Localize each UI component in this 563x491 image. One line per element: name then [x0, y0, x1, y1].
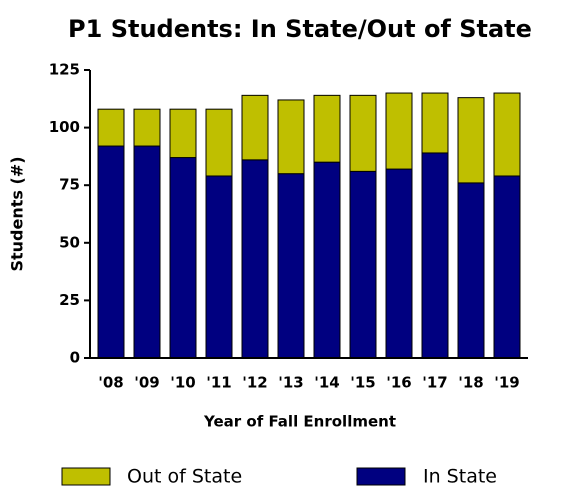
x-tick-label: '14 [314, 374, 339, 392]
bar-segment [313, 161, 341, 359]
x-tick-label: '19 [494, 374, 519, 392]
y-axis-label: Students (#) [8, 156, 27, 271]
bar-segment [169, 108, 197, 159]
y-tick-label: 0 [70, 349, 80, 367]
x-tick-label: '11 [206, 374, 231, 392]
x-tick-label: '15 [350, 374, 375, 392]
x-tick-label: '09 [134, 374, 159, 392]
x-tick-label: '18 [458, 374, 483, 392]
chart-title: P1 Students: In State/Out of State [68, 15, 532, 43]
bar-segment [277, 99, 305, 175]
bar-segment [385, 92, 413, 170]
bar-segment [421, 92, 449, 154]
bar-segment [349, 170, 377, 359]
bar-segment [385, 168, 413, 359]
x-tick-label: '10 [170, 374, 195, 392]
x-axis-label: Year of Fall Enrollment [203, 413, 396, 431]
bar-segment [169, 157, 197, 359]
y-tick-label: 125 [49, 61, 80, 79]
y-tick-label: 100 [49, 118, 80, 136]
bar-segment [241, 159, 269, 359]
bar-segment [313, 94, 341, 163]
y-tick-label: 25 [59, 291, 80, 309]
bar-segment [349, 94, 377, 172]
bar-segment [421, 152, 449, 359]
y-tick-label: 75 [59, 176, 80, 194]
bar-segment [133, 108, 161, 147]
bar-segment [277, 173, 305, 359]
x-tick-label: '12 [242, 374, 267, 392]
legend-label: In State [423, 466, 497, 488]
bar-segment [97, 145, 125, 359]
bar-segment [205, 175, 233, 359]
legend-swatch [356, 467, 406, 486]
bar-segment [493, 92, 521, 177]
legend-label: Out of State [127, 466, 242, 488]
y-tick-label: 50 [59, 233, 80, 251]
bar-segment [133, 145, 161, 359]
bar-segment [241, 94, 269, 161]
bar-segment [97, 108, 125, 147]
bar-segment [493, 175, 521, 359]
x-tick-label: '17 [422, 374, 447, 392]
legend-swatch [61, 467, 111, 486]
x-tick-label: '16 [386, 374, 411, 392]
x-tick-label: '13 [278, 374, 303, 392]
bar-segment [205, 108, 233, 177]
bar-segment [457, 182, 485, 359]
x-tick-label: '08 [98, 374, 123, 392]
bar-segment [457, 97, 485, 184]
